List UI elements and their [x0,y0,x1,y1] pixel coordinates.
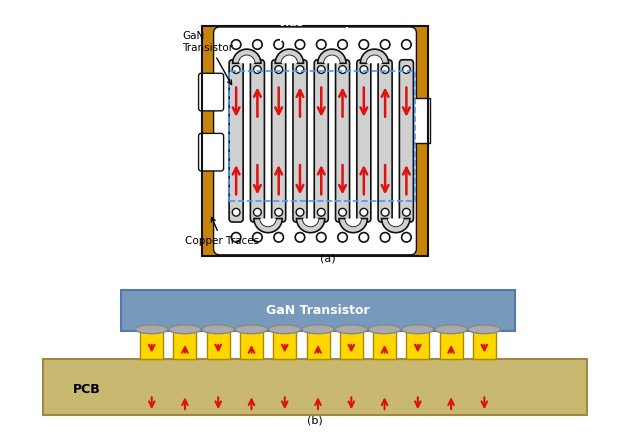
Circle shape [253,66,261,73]
Circle shape [381,40,390,49]
FancyBboxPatch shape [293,60,307,222]
Circle shape [360,209,368,216]
Circle shape [275,209,283,216]
Circle shape [274,233,284,242]
Circle shape [274,40,284,49]
Text: Vias: Vias [277,18,304,40]
Bar [307,331,329,359]
Circle shape [275,66,283,73]
Ellipse shape [335,325,367,334]
Text: (b): (b) [307,415,323,425]
FancyBboxPatch shape [198,133,224,171]
Bar [413,98,430,143]
Circle shape [339,209,346,216]
FancyBboxPatch shape [214,27,416,255]
Wedge shape [360,49,389,63]
Circle shape [231,233,241,242]
Text: Source: Source [303,243,352,257]
Wedge shape [367,55,382,63]
Bar [207,331,230,359]
Bar [373,331,396,359]
Wedge shape [324,55,340,63]
Wedge shape [239,55,255,63]
Circle shape [403,66,410,73]
Circle shape [381,209,389,216]
Circle shape [231,40,241,49]
Circle shape [381,233,390,242]
Circle shape [232,209,240,216]
Text: GaN
Transistor: GaN Transistor [182,31,233,84]
Circle shape [318,66,325,73]
Ellipse shape [236,325,268,334]
Circle shape [359,40,369,49]
Circle shape [402,40,411,49]
FancyBboxPatch shape [198,73,224,111]
Wedge shape [260,219,276,226]
Bar [440,331,462,359]
Bar [473,331,496,359]
FancyBboxPatch shape [336,60,350,222]
Bar [140,331,163,359]
Wedge shape [232,49,261,63]
Ellipse shape [302,325,334,334]
Bar [340,331,363,359]
Bar [406,331,429,359]
FancyBboxPatch shape [250,60,265,222]
FancyBboxPatch shape [229,60,243,222]
Ellipse shape [268,325,301,334]
Bar [43,359,587,415]
Bar [273,331,296,359]
FancyBboxPatch shape [272,60,285,222]
Bar [240,331,263,359]
Wedge shape [382,219,410,233]
Bar [173,331,197,359]
Text: (a): (a) [319,253,335,264]
Circle shape [253,209,261,216]
Ellipse shape [135,325,168,334]
Wedge shape [388,219,404,226]
Circle shape [295,233,305,242]
Circle shape [403,209,410,216]
Ellipse shape [468,325,500,334]
Circle shape [316,40,326,49]
FancyBboxPatch shape [357,60,371,222]
Circle shape [316,233,326,242]
FancyBboxPatch shape [399,60,413,222]
Ellipse shape [435,325,467,334]
Circle shape [360,66,368,73]
Ellipse shape [202,325,234,334]
Circle shape [402,233,411,242]
Text: PCB: PCB [73,384,101,396]
Circle shape [338,40,347,49]
Circle shape [232,66,240,73]
Wedge shape [345,219,361,226]
Bar [122,290,515,331]
Circle shape [296,209,304,216]
Text: Drain: Drain [321,27,359,40]
Circle shape [359,233,369,242]
Circle shape [318,209,325,216]
Wedge shape [318,49,346,63]
Wedge shape [339,219,367,233]
Wedge shape [297,219,325,233]
Wedge shape [275,49,304,63]
Wedge shape [282,55,297,63]
Circle shape [295,40,305,49]
Circle shape [253,233,262,242]
Wedge shape [254,219,282,233]
Ellipse shape [369,325,401,334]
Circle shape [253,40,262,49]
Text: GaN Transistor: GaN Transistor [266,304,370,317]
FancyBboxPatch shape [314,60,328,222]
Ellipse shape [169,325,201,334]
Circle shape [339,66,346,73]
Bar [229,71,415,201]
Wedge shape [303,219,318,226]
Circle shape [296,66,304,73]
Circle shape [381,66,389,73]
Ellipse shape [402,325,434,334]
Text: Copper Traces: Copper Traces [185,217,259,246]
Circle shape [338,233,347,242]
FancyBboxPatch shape [378,60,392,222]
